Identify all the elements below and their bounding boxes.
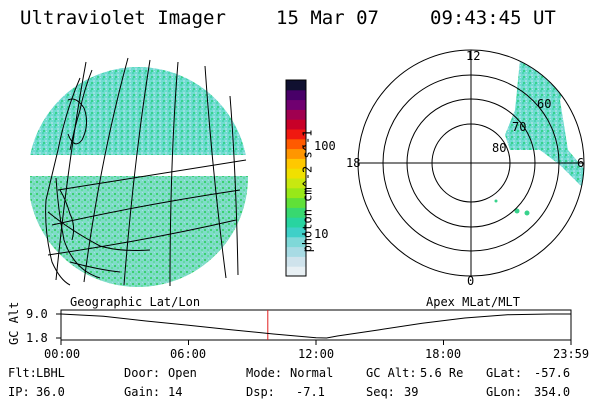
colorbar-cell — [286, 168, 306, 179]
left-image-gap — [30, 155, 248, 176]
altitude-xtick: 12:00 — [298, 347, 335, 361]
gcalt-value: 5.6 Re — [420, 366, 464, 380]
colorbar-cell — [286, 129, 306, 140]
filter-value: LBHL — [36, 366, 65, 380]
mlt-label-18: 18 — [346, 156, 361, 170]
data-point — [524, 210, 530, 216]
mlt-label-12: 12 — [466, 49, 481, 63]
colorbar-ticks — [302, 145, 306, 235]
colorbar-cell — [286, 158, 306, 169]
left-panel-title: Geographic Lat/Lon — [70, 295, 201, 309]
altitude-xtick: 06:00 — [170, 347, 207, 361]
altitude-plot — [56, 309, 572, 345]
altitude-ylabel: GC Alt — [7, 301, 21, 345]
altitude-xtick: 00:00 — [44, 347, 81, 361]
colorbar-cell — [286, 246, 306, 257]
altitude-ytick: 9.0 — [26, 307, 48, 321]
altitude-xticks — [56, 313, 572, 345]
colorbar-cell — [286, 256, 306, 267]
glat-value: -57.6 — [534, 366, 571, 380]
gain-value: 14 — [168, 385, 183, 399]
gcalt-label: GC Alt: — [366, 366, 417, 380]
dsp-label: Dsp: — [246, 385, 275, 399]
altitude-xtick: 23:59 — [553, 347, 590, 361]
colorbar-frame — [285, 79, 307, 277]
colorbar-cell — [286, 109, 306, 120]
altitude-curve — [60, 313, 571, 339]
glon-value: 354.0 — [534, 385, 571, 399]
glon-label: GLon: — [486, 385, 523, 399]
colorbar-cell — [286, 138, 306, 150]
left-image — [30, 67, 248, 287]
mlat-label-70: 70 — [512, 120, 527, 134]
filter-label: Flt: — [8, 366, 37, 380]
seq-value: 39 — [404, 385, 419, 399]
dsp-value: -7.1 — [296, 385, 325, 399]
altitude-xtick: 18:00 — [425, 347, 462, 361]
colorbar-cell — [286, 217, 306, 228]
colorbar — [285, 79, 307, 277]
colorbar-tick-label: 100 — [314, 139, 336, 153]
colorbar-cell — [286, 197, 306, 208]
seq-label: Seq: — [366, 385, 395, 399]
mode-value: Normal — [290, 366, 334, 380]
page-title: Ultraviolet Imager — [20, 7, 226, 29]
door-label: Door: — [124, 366, 161, 380]
ip-label: IP: — [8, 385, 30, 399]
left-image-upper-band — [30, 67, 248, 155]
colorbar-cell — [286, 89, 306, 101]
time-label: 09:43:45 UT — [430, 7, 556, 29]
coastlines — [45, 69, 151, 286]
colorbar-cell — [286, 187, 306, 199]
glat-label: GLat: — [486, 366, 523, 380]
left-grid — [47, 57, 247, 287]
colorbar-cell — [286, 236, 306, 248]
mlat-label-80: 80 — [492, 141, 507, 155]
colorbar-cell — [286, 148, 306, 159]
colorbar-cell — [286, 119, 306, 130]
colorbar-tick-label: 10 — [314, 227, 329, 241]
data-point — [514, 208, 520, 214]
altitude-ytick: 1.8 — [26, 331, 48, 345]
gain-label: Gain: — [124, 385, 161, 399]
colorbar-cell — [286, 227, 306, 238]
date-label: 15 Mar 07 — [276, 7, 379, 29]
colorbar-cell — [286, 80, 306, 91]
colorbar-cell — [286, 266, 306, 277]
data-point — [494, 199, 498, 203]
mlat-label-60: 60 — [537, 97, 552, 111]
polar-grid — [357, 49, 585, 277]
mlt-label-0: 0 — [467, 274, 475, 288]
mode-label: Mode: — [246, 366, 283, 380]
mlt-label-6: 6 — [577, 156, 585, 170]
colorbar-label: photon cm^-2 s^-1 — [300, 129, 315, 253]
colorbar-cell — [286, 178, 306, 189]
door-value: Open — [168, 366, 197, 380]
right-panel-title: Apex MLat/MLT — [426, 295, 520, 309]
colorbar-cell — [286, 99, 306, 110]
colorbar-cell — [286, 207, 306, 218]
ip-value: 36.0 — [36, 385, 65, 399]
altitude-plot-frame — [60, 309, 572, 341]
right-image — [494, 50, 584, 235]
